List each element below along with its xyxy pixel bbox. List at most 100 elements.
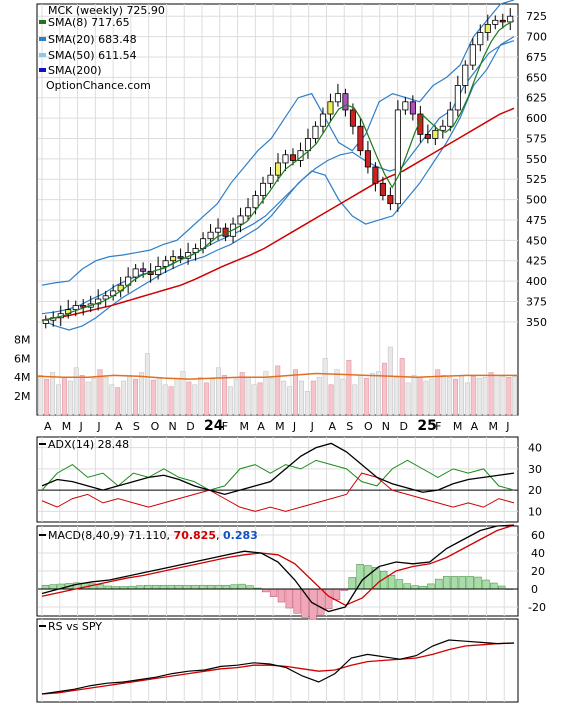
volume-bar (227, 386, 233, 416)
month-label: J (96, 420, 100, 433)
candle-body (364, 150, 371, 168)
macd-tick-label: 40 (531, 547, 545, 560)
volume-bar (358, 375, 364, 416)
candle-body (132, 268, 139, 278)
macd-histogram-bar (206, 584, 215, 590)
macd-histogram-bar (356, 564, 364, 590)
candle-body (439, 125, 446, 131)
candle-body (484, 23, 491, 33)
volume-bar (245, 376, 251, 416)
candle-body (349, 109, 356, 127)
macd-histogram-bar (41, 584, 50, 590)
candle-body (424, 133, 431, 139)
legend-entry-sma50: SMA(50) 611.54 (48, 49, 137, 62)
month-label: M (453, 420, 463, 433)
candle-body (289, 154, 297, 161)
legend-swatch-sma8 (39, 20, 46, 24)
volume-bar (429, 378, 435, 416)
macd-histogram-bar (482, 579, 490, 590)
candle-body (342, 93, 349, 111)
bollinger-lower-line (41, 36, 515, 331)
volume-layer (37, 346, 518, 416)
legend-swatch-sma200 (39, 68, 46, 72)
price-tick-label: 550 (526, 153, 547, 166)
price-tick-label: 700 (526, 31, 547, 44)
macd-histogram-bar (269, 588, 278, 597)
volume-bar (435, 369, 441, 416)
month-label: S (133, 420, 140, 433)
month-label: A (44, 420, 52, 433)
volume-bar (370, 373, 376, 416)
macd-swatch (39, 534, 46, 536)
volume-bar (192, 384, 198, 416)
volume-bar (210, 378, 216, 416)
price-tick-label: 500 (526, 194, 547, 207)
macd-histogram-bar (230, 584, 238, 590)
month-label: O (364, 420, 373, 433)
macd-signal-line (41, 524, 515, 606)
price-tick-label: 725 (526, 10, 547, 23)
month-label: S (346, 420, 353, 433)
volume-bar (257, 382, 263, 416)
candle-body (507, 15, 514, 23)
volume-bar (346, 359, 352, 416)
volume-tick-label: 8M (14, 333, 31, 346)
macd-label: MACD(8,40,9) 71.110, 70.825, 0.283 (48, 529, 258, 542)
legend: MCK (weekly) 725.90 SMA(8) 717.65 SMA(20… (39, 4, 165, 92)
candle-body (462, 64, 469, 86)
volume-bar (121, 380, 127, 416)
volume-bar (376, 371, 381, 416)
candle-body (319, 113, 326, 127)
macd-histogram-bar (293, 588, 301, 614)
month-label: J (505, 420, 509, 433)
candle-body (402, 101, 409, 111)
candle-body (447, 109, 454, 127)
candle-body (252, 195, 259, 209)
volume-bar (180, 371, 186, 416)
macd-tick-label: 0 (531, 583, 538, 596)
adx-minus-di-line (41, 472, 515, 512)
candle-body (274, 162, 282, 176)
month-label: D (186, 420, 194, 433)
volume-bar (168, 386, 174, 416)
adx-tick-label: 30 (528, 463, 542, 476)
month-label: N (382, 420, 390, 433)
candle-body (102, 295, 109, 300)
volume-bar (216, 367, 221, 416)
chart-title: MCK (weekly) 725.90 (48, 4, 165, 17)
volume-tick-label: 2M (14, 390, 31, 403)
year-label: 25 (417, 418, 436, 434)
month-label: D (400, 420, 408, 433)
volume-tick-label: 6M (14, 352, 31, 365)
volume-bar (150, 379, 156, 416)
month-label: A (115, 420, 123, 433)
legend-swatch-sma50 (39, 53, 46, 57)
volume-bar (239, 372, 245, 416)
macd-histogram-bar (395, 579, 404, 590)
candle-body (312, 125, 319, 139)
volume-bar (115, 387, 121, 416)
volume-bar (221, 375, 227, 416)
rs-line (41, 639, 515, 695)
adx-plus-di-line (41, 459, 515, 491)
volume-bar (73, 367, 79, 416)
volume-bar (453, 378, 458, 416)
volume-bar (399, 358, 405, 416)
volume-bar (263, 371, 269, 416)
volume-bar (328, 384, 334, 416)
volume-bar (304, 391, 310, 416)
candle-body (499, 19, 506, 23)
macd-histogram-bar (435, 578, 443, 590)
volume-bar (233, 378, 239, 416)
candle-body (477, 32, 484, 46)
volume-bar (61, 376, 67, 416)
legend-entry-sma20: SMA(20) 683.48 (48, 33, 137, 46)
volume-bar (56, 384, 61, 416)
month-label: A (257, 420, 265, 433)
month-label: J (79, 420, 83, 433)
macd-tick-label: -20 (528, 601, 546, 614)
legend-swatch-sma20 (39, 37, 46, 41)
watermark: OptionChance.com (46, 79, 151, 92)
volume-bar (67, 380, 73, 416)
